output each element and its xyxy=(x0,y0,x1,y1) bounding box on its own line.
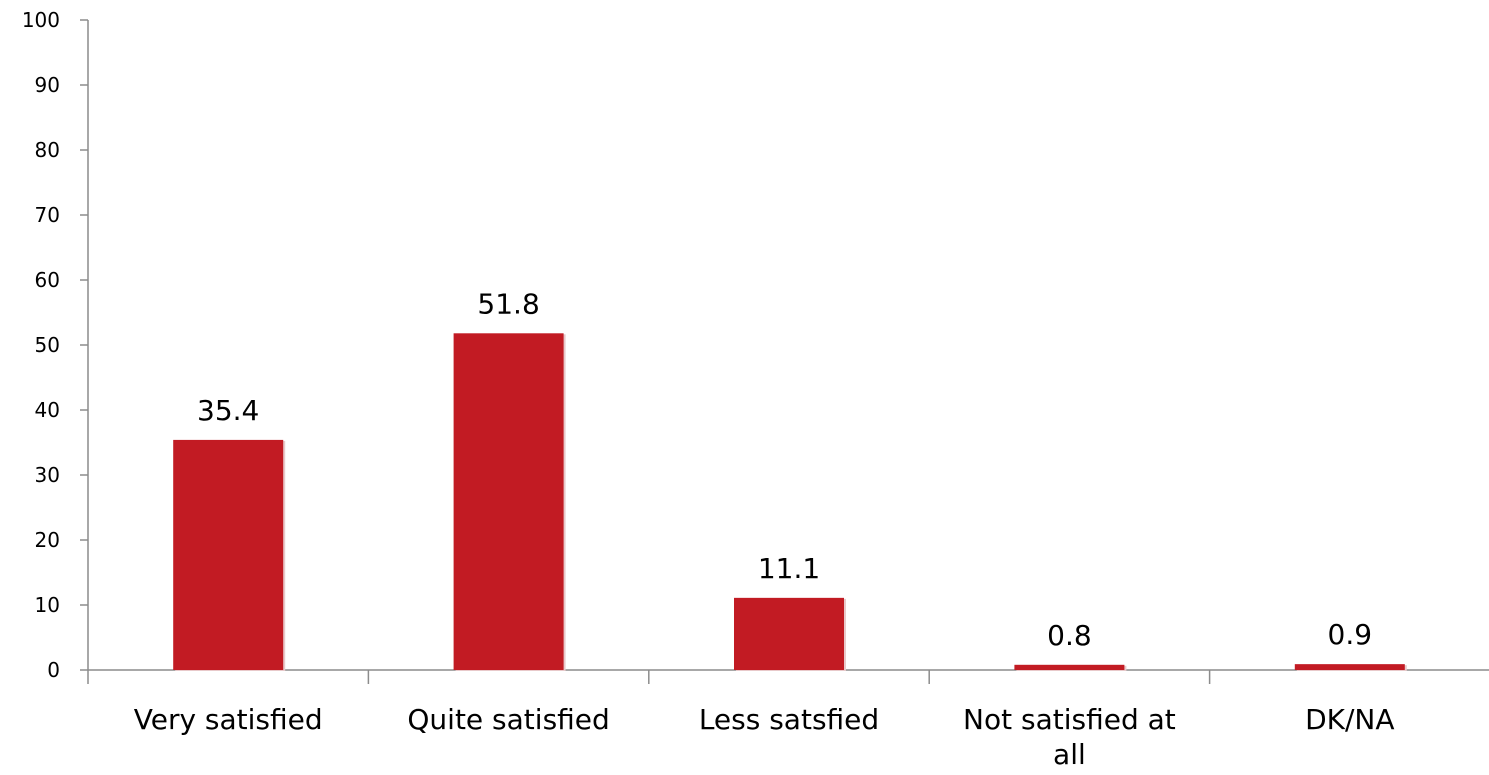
data-label: 35.4 xyxy=(197,394,259,427)
data-label: 51.8 xyxy=(477,287,539,320)
y-tick-label: 50 xyxy=(35,333,60,357)
data-label: 0.8 xyxy=(1047,619,1092,652)
y-tick-label: 100 xyxy=(22,8,60,32)
y-tick-label: 80 xyxy=(35,138,60,162)
plot-area: 0 10 20 30 40 50 60 70 80 90 100 35.4 Very satisfied… xyxy=(22,8,1489,771)
x-category-label: Quite satisfied xyxy=(407,703,609,736)
y-tick-label: 30 xyxy=(35,463,60,487)
x-category-label: Very satisfied xyxy=(134,703,323,736)
x-category-label: Less satsfied xyxy=(699,703,879,736)
y-tick-label: 10 xyxy=(35,593,60,617)
y-tick-label: 40 xyxy=(35,398,60,422)
y-tick-label: 60 xyxy=(35,268,60,292)
bar-quite-satisfied xyxy=(453,333,564,670)
bar-dk-na xyxy=(1294,664,1405,670)
bar-not-satisfied-at-all xyxy=(1014,664,1125,670)
y-tick-label: 0 xyxy=(47,658,60,682)
y-tick-label: 90 xyxy=(35,73,60,97)
x-category-label: Not satisfied at all xyxy=(963,703,1176,771)
y-tick-label: 20 xyxy=(35,528,60,552)
data-label: 0.9 xyxy=(1328,618,1373,651)
bar-very-satisfied xyxy=(173,439,284,670)
y-tick-label: 70 xyxy=(35,203,60,227)
bar-less-satsfied xyxy=(734,597,844,670)
x-category-label: DK/NA xyxy=(1305,703,1394,736)
data-label: 11.1 xyxy=(758,552,820,585)
